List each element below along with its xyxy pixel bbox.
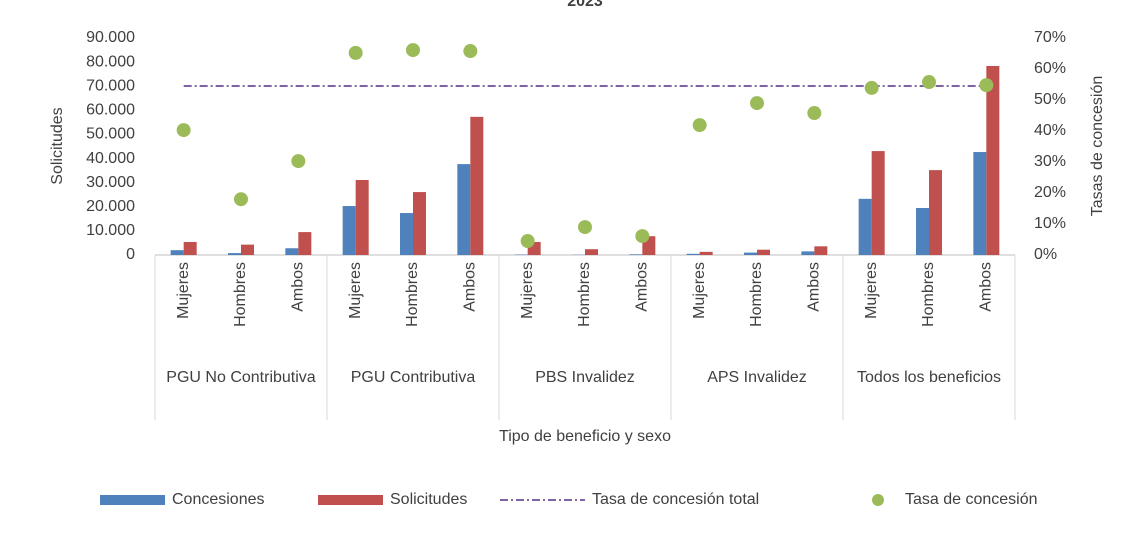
x-tick-label: Ambos xyxy=(290,262,307,312)
rate-point xyxy=(520,234,535,249)
x-tick-label: Mujeres xyxy=(175,262,192,319)
x-tick-label: Mujeres xyxy=(347,262,364,319)
bar xyxy=(298,232,312,255)
bar xyxy=(183,241,197,255)
y2-tick-label: 50% xyxy=(1034,91,1066,108)
rate-point xyxy=(750,96,764,111)
x-tick-label: Hombres xyxy=(404,262,421,327)
rate-point xyxy=(578,220,592,235)
x-tick-label: Ambos xyxy=(806,262,823,312)
y2-tick-label: 70% xyxy=(1034,29,1066,46)
y2-axis-title: Tasas de concesión xyxy=(1089,76,1106,217)
rate-point xyxy=(348,45,363,60)
y-tick-label: 0 xyxy=(126,246,135,263)
y-tick-label: 10.000 xyxy=(86,222,135,239)
bar xyxy=(342,206,356,255)
y-tick-label: 90.000 xyxy=(86,29,135,46)
group-label: PGU No Contributiva xyxy=(166,369,316,386)
x-tick-label: Ambos xyxy=(634,262,651,312)
bar xyxy=(228,253,241,255)
x-tick-label: Ambos xyxy=(978,262,995,312)
y-tick-label: 50.000 xyxy=(86,126,135,143)
rate-point xyxy=(291,154,306,169)
bar xyxy=(470,116,484,256)
y-tick-label: 60.000 xyxy=(86,102,135,119)
bar xyxy=(814,246,828,255)
x-tick-label: Hombres xyxy=(748,262,765,327)
bar xyxy=(355,180,369,255)
bar xyxy=(413,192,426,255)
bar xyxy=(699,251,713,255)
rate-point xyxy=(234,192,248,207)
rate-point xyxy=(807,106,822,121)
y2-tick-label: 20% xyxy=(1034,184,1066,201)
x-tick-label: Hombres xyxy=(232,262,249,327)
bar xyxy=(241,244,254,255)
bar xyxy=(686,253,700,255)
rate-point xyxy=(922,75,936,90)
group-label: Todos los beneficios xyxy=(856,369,1002,386)
y-tick-label: 80.000 xyxy=(86,53,135,70)
rate-point xyxy=(406,43,420,58)
legend-label: Tasa de concesión total xyxy=(592,491,759,508)
rate-point xyxy=(864,80,879,95)
rate-point xyxy=(176,123,191,138)
x-tick-label: Mujeres xyxy=(691,262,708,319)
legend-swatch xyxy=(318,495,383,505)
bar xyxy=(801,251,815,255)
group-label: PGU Contributiva xyxy=(350,369,476,386)
y2-tick-label: 10% xyxy=(1034,215,1066,232)
rate-point xyxy=(635,229,650,244)
rate-point xyxy=(979,78,994,93)
bar xyxy=(858,198,872,255)
y2-tick-label: 30% xyxy=(1034,153,1066,170)
bar xyxy=(973,152,987,255)
bar xyxy=(170,250,184,255)
bar xyxy=(400,213,413,255)
x-tick-label: Ambos xyxy=(462,262,479,312)
group-label: APS Invalidez xyxy=(707,369,807,386)
legend-label: Concesiones xyxy=(172,491,265,508)
y-tick-label: 20.000 xyxy=(86,198,135,215)
y2-tick-label: 40% xyxy=(1034,122,1066,139)
rate-point xyxy=(692,118,707,133)
x-tick-label: Hombres xyxy=(920,262,937,327)
bar xyxy=(929,170,942,255)
bar xyxy=(457,164,471,255)
legend-label: Tasa de concesión xyxy=(905,491,1038,508)
x-axis-title: Tipo de beneficio y sexo xyxy=(499,428,671,445)
bar xyxy=(916,207,929,255)
x-tick-label: Hombres xyxy=(576,262,593,327)
rate-point xyxy=(463,44,478,59)
y-tick-label: 70.000 xyxy=(86,77,135,94)
y2-tick-label: 0% xyxy=(1034,246,1057,263)
bar xyxy=(871,151,885,255)
y2-tick-label: 60% xyxy=(1034,60,1066,77)
group-label: PBS Invalidez xyxy=(535,369,635,386)
y-axis-title: Solicitudes xyxy=(49,107,66,184)
legend-label: Solicitudes xyxy=(390,491,467,508)
bar xyxy=(285,248,299,255)
bar xyxy=(757,249,770,255)
x-tick-label: Mujeres xyxy=(863,262,880,319)
x-tick-label: Mujeres xyxy=(519,262,536,319)
y-tick-label: 40.000 xyxy=(86,150,135,167)
y-tick-label: 30.000 xyxy=(86,174,135,191)
chart-title: 2023 xyxy=(567,0,603,10)
bar xyxy=(585,249,598,255)
bar xyxy=(986,65,1000,255)
legend-swatch xyxy=(100,495,165,505)
legend-swatch xyxy=(872,494,884,506)
bar xyxy=(629,254,643,255)
bar xyxy=(744,252,757,255)
